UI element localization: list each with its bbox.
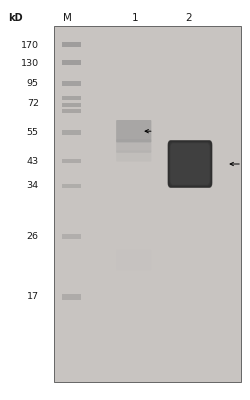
FancyBboxPatch shape bbox=[168, 140, 212, 188]
Text: 95: 95 bbox=[27, 80, 39, 88]
FancyBboxPatch shape bbox=[169, 142, 211, 186]
Text: kD: kD bbox=[8, 13, 22, 23]
Text: 1: 1 bbox=[132, 13, 138, 23]
Bar bbox=[62, 103, 80, 107]
Bar bbox=[62, 184, 80, 188]
Text: 34: 34 bbox=[26, 182, 39, 190]
Text: M: M bbox=[63, 13, 72, 23]
Bar bbox=[62, 130, 80, 135]
Text: 17: 17 bbox=[27, 292, 39, 301]
FancyBboxPatch shape bbox=[168, 141, 212, 187]
Text: 55: 55 bbox=[27, 128, 39, 137]
Text: 130: 130 bbox=[20, 60, 39, 68]
FancyBboxPatch shape bbox=[116, 139, 152, 153]
Bar bbox=[62, 158, 80, 163]
Bar bbox=[62, 294, 80, 300]
Bar bbox=[62, 109, 80, 114]
FancyBboxPatch shape bbox=[169, 142, 211, 186]
FancyBboxPatch shape bbox=[116, 250, 152, 270]
FancyBboxPatch shape bbox=[116, 150, 152, 162]
Bar bbox=[62, 81, 80, 86]
Text: 72: 72 bbox=[27, 100, 39, 108]
Text: 26: 26 bbox=[27, 232, 39, 241]
Bar bbox=[62, 42, 80, 47]
Bar bbox=[62, 234, 80, 239]
FancyBboxPatch shape bbox=[170, 142, 210, 186]
Text: 170: 170 bbox=[21, 42, 39, 50]
FancyBboxPatch shape bbox=[170, 144, 209, 185]
Bar bbox=[62, 96, 80, 100]
Bar bbox=[62, 60, 80, 65]
FancyBboxPatch shape bbox=[168, 141, 212, 187]
FancyBboxPatch shape bbox=[116, 120, 152, 142]
Text: 2: 2 bbox=[186, 13, 192, 23]
Text: 43: 43 bbox=[26, 158, 39, 166]
Bar bbox=[54, 26, 241, 382]
FancyBboxPatch shape bbox=[170, 143, 210, 185]
